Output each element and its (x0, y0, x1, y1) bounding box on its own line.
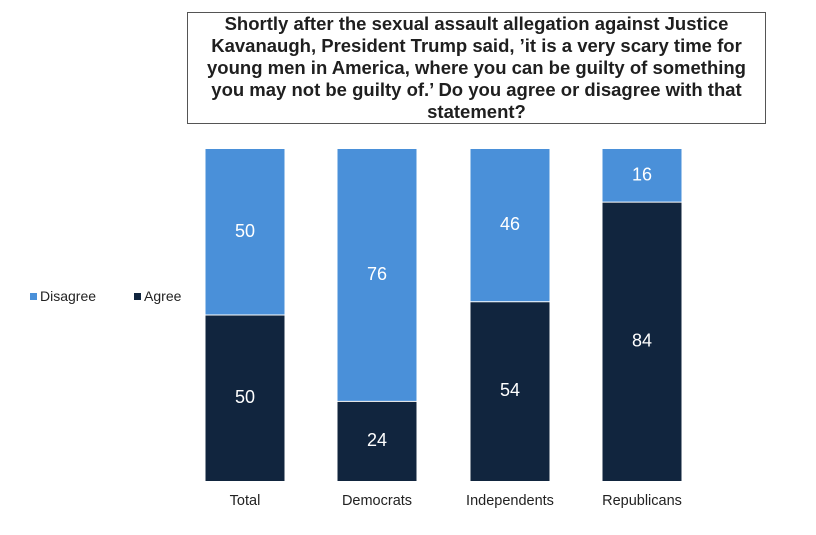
legend-item-disagree: Disagree (30, 288, 96, 304)
chart-legend: Disagree Agree (30, 288, 219, 304)
category-label-independents: Independents (466, 493, 554, 509)
category-label-total: Total (230, 493, 261, 509)
data-label-disagree-independents: 46 (500, 214, 520, 234)
chart-title-box: Shortly after the sexual assault allegat… (187, 12, 766, 124)
bar-disagree-total (205, 149, 285, 315)
data-label-disagree-republicans: 16 (632, 164, 652, 184)
legend-item-agree: Agree (134, 288, 181, 304)
bar-disagree-independents (470, 149, 550, 302)
chart-title: Shortly after the sexual assault allegat… (207, 13, 746, 122)
bar-agree-independents (470, 301, 550, 481)
legend-swatch-agree (134, 292, 142, 300)
legend-label-disagree: Disagree (40, 288, 97, 304)
legend-label-agree: Agree (144, 288, 182, 304)
data-label-agree-democrats: 24 (367, 430, 387, 450)
category-label-democrats: Democrats (342, 493, 412, 509)
legend-swatch-disagree (30, 292, 37, 300)
bar-disagree-republicans (602, 149, 682, 203)
bar-disagree-democrats (337, 149, 417, 402)
data-label-disagree-democrats: 76 (367, 264, 387, 284)
bar-agree-republicans (602, 202, 682, 481)
data-label-agree-total: 50 (235, 387, 255, 407)
data-label-agree-independents: 54 (500, 380, 520, 400)
bar-agree-total (205, 315, 285, 481)
data-label-agree-republicans: 84 (632, 330, 652, 350)
data-label-disagree-total: 50 (235, 221, 255, 241)
bar-agree-democrats (337, 401, 417, 481)
category-label-republicans: Republicans (602, 493, 682, 509)
